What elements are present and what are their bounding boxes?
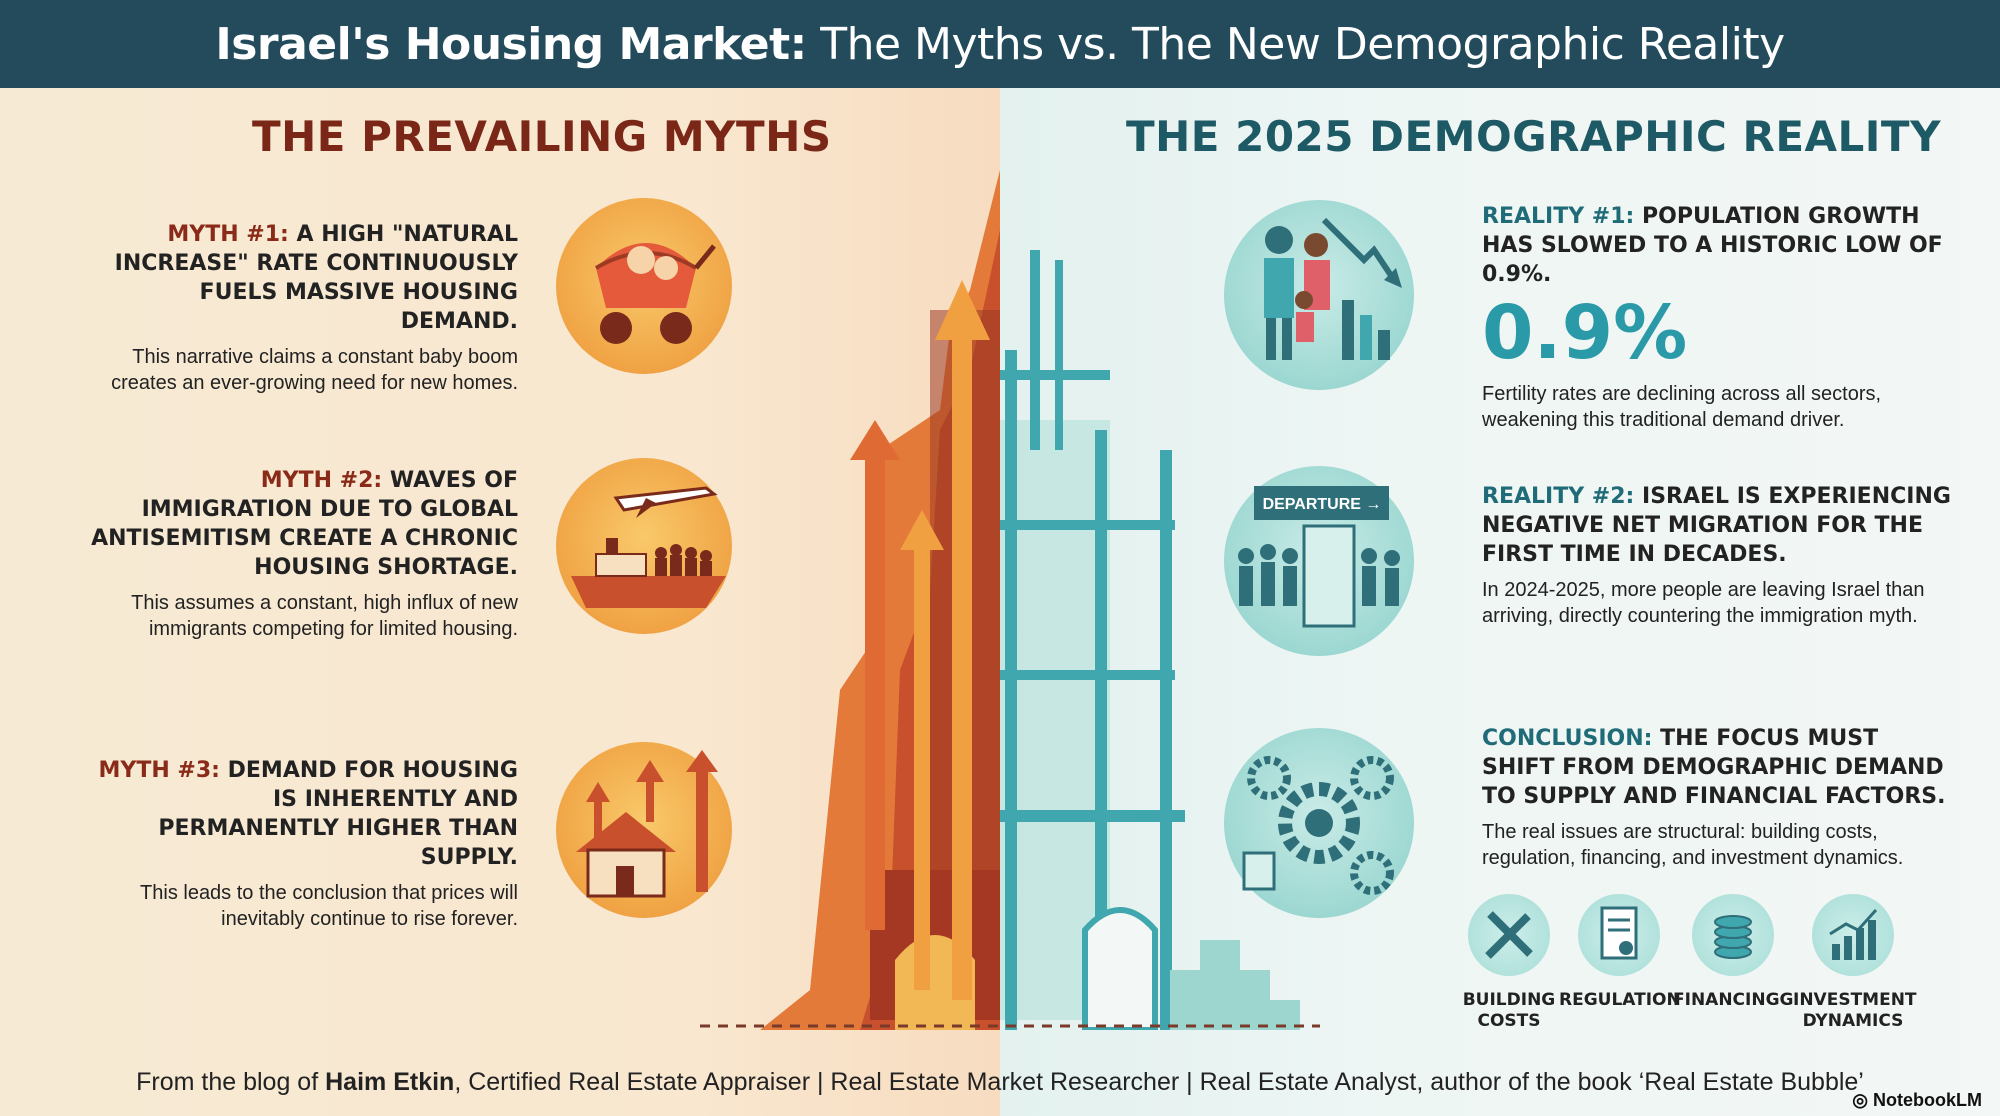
myth-2-heading: MYTH #2: WAVES OF IMMIGRATION DUE TO GLO… (88, 466, 518, 582)
conclusion-heading: CONCLUSION: THE FOCUS MUST SHIFT FROM DE… (1482, 724, 1952, 811)
baby-stroller-icon (556, 198, 732, 374)
growth-rate-stat: 0.9% (1482, 290, 1688, 376)
reality-2-claim: ISRAEL IS EXPERIENCING NEGATIVE NET MIGR… (1482, 484, 1951, 567)
myth-3: MYTH #3: DEMAND FOR HOUSING IS INHERENTL… (88, 756, 518, 932)
factor-investment-dynamics: INVESTMENT DYNAMICS (1793, 990, 1917, 1031)
footer-suffix: , Certified Real Estate Appraiser | Real… (454, 1068, 1864, 1096)
myth-1-heading: MYTH #1: A HIGH "NATURAL INCREASE" RATE … (88, 220, 518, 336)
title-light: The Myths vs. The New Demographic Realit… (820, 18, 1785, 70)
gears-icon (1224, 728, 1414, 918)
header-bar: Israel's Housing Market: The Myths vs. T… (0, 0, 2000, 88)
footer-prefix: From the blog of (136, 1068, 319, 1096)
myth-1-label: MYTH #1: (167, 222, 289, 247)
conclusion-label: CONCLUSION: (1482, 726, 1653, 751)
myths-title: THE PREVAILING MYTHS (252, 112, 832, 161)
departure-sign: DEPARTURE → (1263, 496, 1382, 513)
departure-icon: DEPARTURE → (1224, 466, 1414, 656)
reality-2-label: REALITY #2: (1482, 484, 1635, 509)
reality-2-body: In 2024-2025, more people are leaving Is… (1482, 579, 1925, 627)
footer-credit: From the blog of Haim Etkin, Certified R… (0, 1068, 2000, 1097)
reality-2-heading: REALITY #2: ISRAEL IS EXPERIENCING NEGAT… (1482, 482, 1952, 569)
house-arrows-icon (556, 742, 732, 918)
reality-1-heading: REALITY #1: POPULATION GROWTH HAS SLOWED… (1482, 202, 1952, 289)
coins-icon (1692, 894, 1774, 976)
conclusion: CONCLUSION: THE FOCUS MUST SHIFT FROM DE… (1482, 724, 1952, 871)
myth-3-claim: DEMAND FOR HOUSING IS INHERENTLY AND PER… (158, 758, 518, 870)
reality-title: THE 2025 DEMOGRAPHIC REALITY (1126, 112, 1941, 161)
page-title: Israel's Housing Market: The Myths vs. T… (215, 18, 1785, 70)
myth-3-label: MYTH #3: (98, 758, 220, 783)
reality-1: REALITY #1: POPULATION GROWTH HAS SLOWED… (1482, 202, 1952, 433)
conclusion-body: The real issues are structural: building… (1482, 821, 1904, 869)
myth-2-claim: WAVES OF IMMIGRATION DUE TO GLOBAL ANTIS… (91, 468, 518, 580)
footer-author: Haim Etkin (325, 1068, 455, 1096)
factor-building-costs: BUILDING COSTS (1462, 990, 1556, 1031)
reality-2: REALITY #2: ISRAEL IS EXPERIENCING NEGAT… (1482, 482, 1952, 629)
reality-1-body: Fertility rates are declining across all… (1482, 383, 1882, 431)
myth-3-body: This leads to the conclusion that prices… (140, 882, 518, 930)
myth-1-body: This narrative claims a constant baby bo… (111, 346, 518, 394)
tools-icon (1468, 894, 1550, 976)
growth-chart-icon (1812, 894, 1894, 976)
building-illustration (700, 170, 1320, 1030)
myth-2: MYTH #2: WAVES OF IMMIGRATION DUE TO GLO… (88, 466, 518, 642)
immigration-ship-icon (556, 458, 732, 634)
factor-financing: FINANCINGG (1673, 990, 1794, 1010)
myth-2-body: This assumes a constant, high influx of … (131, 592, 518, 640)
myth-2-label: MYTH #2: (260, 468, 383, 493)
brand-name: NotebookLM (1873, 1090, 1982, 1110)
conclusion-claim: THE FOCUS MUST SHIFT FROM DEMOGRAPHIC DE… (1482, 726, 1946, 809)
reality-1-label: REALITY #1: (1482, 204, 1635, 229)
myth-1-claim: A HIGH "NATURAL INCREASE" RATE CONTINUOU… (114, 222, 518, 334)
family-decline-icon (1224, 200, 1414, 390)
document-icon (1578, 894, 1660, 976)
myth-1: MYTH #1: A HIGH "NATURAL INCREASE" RATE … (88, 220, 518, 396)
myth-3-heading: MYTH #3: DEMAND FOR HOUSING IS INHERENTL… (88, 756, 518, 872)
factor-regulation: REGULATION (1559, 990, 1681, 1010)
title-bold: Israel's Housing Market: (215, 18, 807, 70)
reality-1-claim: POPULATION GROWTH HAS SLOWED TO A HISTOR… (1482, 204, 1943, 287)
brand-logo: ◎ NotebookLM (1852, 1090, 1982, 1110)
